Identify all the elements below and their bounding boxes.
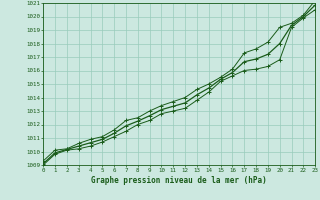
X-axis label: Graphe pression niveau de la mer (hPa): Graphe pression niveau de la mer (hPa): [91, 176, 267, 185]
